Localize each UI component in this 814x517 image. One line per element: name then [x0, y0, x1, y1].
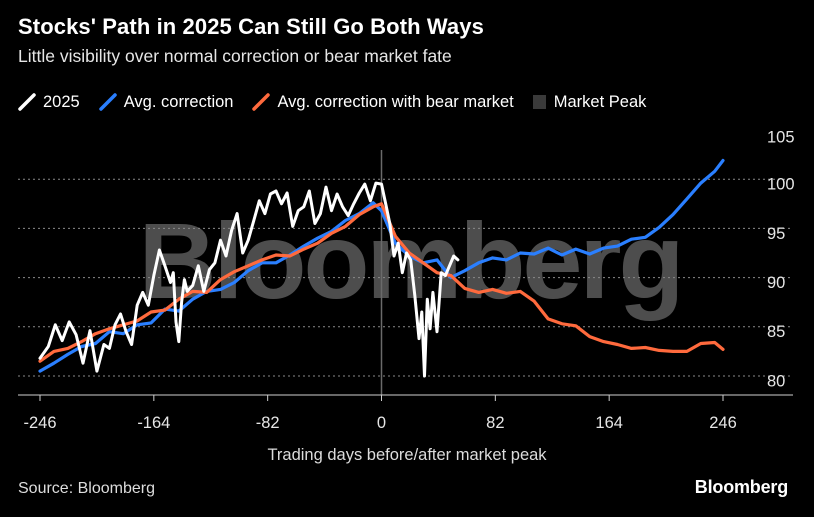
series-line-2025 [38, 181, 460, 378]
brand-logo: Bloomberg [694, 477, 788, 497]
x-tick-label: -82 [256, 414, 280, 432]
x-tick-label: -246 [23, 414, 56, 432]
x-tick-label: 0 [377, 414, 386, 432]
y-tick-label: 85 [767, 323, 785, 341]
legend-label-avg-correction: Avg. correction [123, 92, 234, 111]
source-note: Source: Bloomberg [18, 480, 155, 497]
x-tick-label: 164 [595, 414, 623, 432]
legend-label-2025: 2025 [43, 92, 80, 111]
line-icon [98, 93, 117, 111]
series-line-avg-correction [38, 158, 725, 373]
y-tick-label: 95 [767, 225, 785, 243]
chart-subtitle: Little visibility over normal correction… [18, 46, 452, 66]
legend-item-2025: 2025 [18, 93, 80, 112]
y-tick-label: 90 [767, 274, 785, 292]
legend-label-avg-correction-bear: Avg. correction with bear market [277, 92, 514, 111]
legend-label-market-peak: Market Peak [553, 92, 647, 111]
y-tick-label: 100 [767, 176, 795, 194]
x-axis-title: Trading days before/after market peak [267, 446, 547, 464]
y-tick-label: 80 [767, 372, 785, 390]
legend-item-market-peak: Market Peak [532, 92, 647, 112]
box-icon [532, 95, 546, 109]
series-line-avg-correction-bear [38, 202, 725, 363]
y-tick-label: 105 [767, 128, 795, 146]
x-tick-label: -164 [137, 414, 170, 432]
legend-item-avg-correction-bear: Avg. correction with bear market [252, 92, 514, 112]
legend-item-avg-correction: Avg. correction [98, 92, 234, 112]
line-icon [252, 93, 271, 111]
chart-title: Stocks' Path in 2025 Can Still Go Both W… [18, 14, 484, 39]
x-tick-label: 246 [709, 414, 737, 432]
x-tick-label: 82 [486, 414, 504, 432]
legend: 2025 Avg. correction Avg. correction wit… [18, 90, 665, 114]
line-icon [18, 93, 36, 111]
